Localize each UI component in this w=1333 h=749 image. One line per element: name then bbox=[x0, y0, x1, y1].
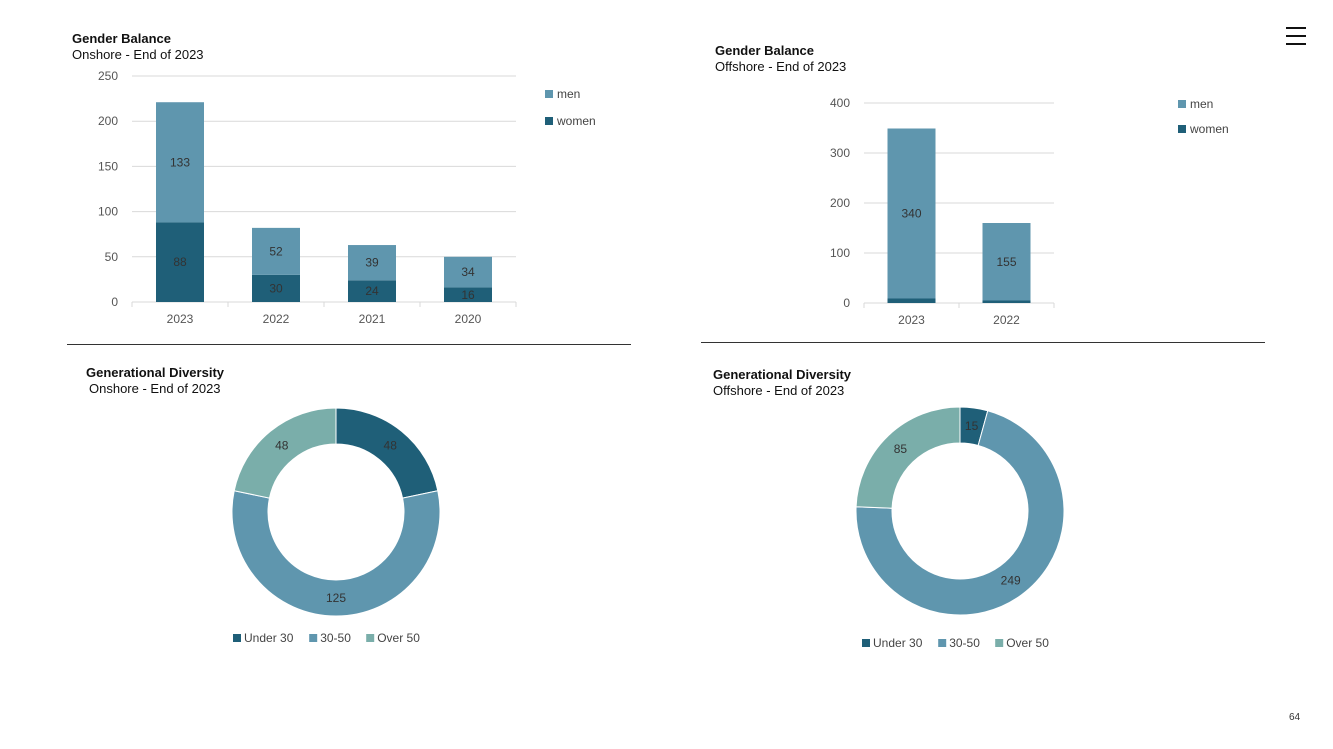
y-tick-label: 200 bbox=[830, 196, 850, 210]
offshore-generation-chart: 15 249 85 Under 30 30-50 Over 50 bbox=[855, 406, 1065, 650]
y-tick-label: 0 bbox=[111, 295, 118, 309]
x-tick-label: 2022 bbox=[263, 312, 290, 326]
x-tick-label: 2023 bbox=[167, 312, 194, 326]
donut-slice-under-30 bbox=[335, 407, 439, 499]
data-label-women: 88 bbox=[173, 255, 187, 269]
data-label-men: 155 bbox=[996, 255, 1016, 269]
data-label-men: 52 bbox=[269, 244, 283, 258]
legend-swatch bbox=[938, 639, 947, 647]
x-tick-label: 2021 bbox=[359, 312, 386, 326]
onshore-generation-chart: 48 125 48 Under 30 30-50 Over 50 bbox=[231, 407, 441, 645]
legend-swatch-men bbox=[545, 90, 553, 98]
onshore-gender-chart: 0 50 100 150 200 250 88 133 2023 30 52 2022 24 39 2021… bbox=[98, 69, 596, 326]
donut-slice-30-50 bbox=[855, 410, 1065, 616]
y-tick-label: 250 bbox=[98, 69, 118, 83]
y-tick-label: 0 bbox=[843, 296, 850, 310]
y-tick-label: 50 bbox=[105, 250, 119, 264]
divider-right bbox=[701, 342, 1265, 343]
legend-label: Over 50 bbox=[377, 631, 420, 645]
legend-label: Under 30 bbox=[244, 631, 294, 645]
onshore-generation-title: Generational Diversity bbox=[86, 365, 224, 380]
legend-label: 30-50 bbox=[949, 636, 980, 650]
legend-swatch bbox=[862, 639, 870, 647]
legend-swatch bbox=[366, 634, 375, 642]
y-tick-label: 300 bbox=[830, 146, 850, 160]
y-tick-label: 100 bbox=[98, 205, 118, 219]
x-tick-label: 2023 bbox=[898, 313, 925, 327]
bar-women bbox=[982, 300, 1031, 303]
legend-swatch-women bbox=[1178, 125, 1186, 133]
legend-label: 30-50 bbox=[320, 631, 351, 645]
bar-men bbox=[348, 245, 396, 281]
donut-slice-30-50 bbox=[231, 490, 441, 617]
bar-men bbox=[252, 227, 300, 275]
bar-women bbox=[348, 280, 396, 302]
offshore-generation-title: Generational Diversity bbox=[713, 367, 851, 382]
hamburger-menu-icon[interactable] bbox=[1286, 27, 1306, 45]
y-tick-label: 400 bbox=[830, 96, 850, 110]
offshore-generation-subtitle: Offshore - End of 2023 bbox=[713, 383, 845, 398]
bar-men bbox=[982, 223, 1031, 301]
slice-value-label: 48 bbox=[384, 438, 398, 452]
data-label-men: 39 bbox=[365, 256, 379, 270]
donut-slice-over-50 bbox=[855, 406, 961, 509]
legend-label: Over 50 bbox=[1006, 636, 1049, 650]
data-label-men: 340 bbox=[901, 207, 921, 221]
divider-left bbox=[67, 344, 631, 345]
offshore-gender-chart: 01002003004009340202351552022menwomen bbox=[830, 96, 1229, 327]
slice-value-label: 249 bbox=[1001, 573, 1021, 587]
legend-swatch bbox=[995, 639, 1004, 647]
slice-value-label: 85 bbox=[894, 442, 908, 456]
bar-women bbox=[156, 222, 204, 302]
y-tick-label: 200 bbox=[98, 114, 118, 128]
onshore-gender-title: Gender Balance bbox=[72, 31, 171, 46]
data-label-women: 30 bbox=[269, 281, 283, 295]
slice-value-label: 15 bbox=[965, 419, 979, 433]
x-tick-label: 2020 bbox=[455, 312, 482, 326]
data-label-men: 34 bbox=[461, 265, 475, 279]
y-tick-label: 150 bbox=[98, 159, 118, 173]
data-label-women: 16 bbox=[461, 288, 475, 302]
legend-swatch-men bbox=[1178, 100, 1186, 108]
data-label-men: 133 bbox=[170, 155, 190, 169]
slice-value-label: 125 bbox=[326, 591, 346, 605]
bar-men bbox=[444, 256, 492, 288]
y-tick-label: 100 bbox=[830, 246, 850, 260]
legend-swatch bbox=[233, 634, 241, 642]
bar-women bbox=[252, 274, 300, 302]
legend-label-women: women bbox=[556, 114, 596, 128]
legend-swatch bbox=[309, 634, 318, 642]
legend-label-men: men bbox=[1190, 97, 1213, 111]
legend-label-men: men bbox=[557, 87, 580, 101]
legend-swatch-women bbox=[545, 117, 553, 125]
onshore-gender-subtitle: Onshore - End of 2023 bbox=[72, 47, 204, 62]
bar-women bbox=[444, 287, 492, 302]
legend-label: Under 30 bbox=[873, 636, 923, 650]
offshore-gender-title: Gender Balance bbox=[715, 43, 814, 58]
onshore-generation-subtitle: Onshore - End of 2023 bbox=[89, 381, 221, 396]
x-tick-label: 2022 bbox=[993, 313, 1020, 327]
bar-men bbox=[156, 102, 204, 223]
data-label-women: 24 bbox=[365, 284, 379, 298]
offshore-gender-subtitle: Offshore - End of 2023 bbox=[715, 59, 847, 74]
bar-men bbox=[887, 128, 936, 299]
page-number: 64 bbox=[1289, 712, 1301, 723]
donut-slice-over-50 bbox=[233, 407, 337, 499]
legend-label-women: women bbox=[1189, 122, 1229, 136]
bar-women bbox=[887, 298, 936, 303]
slice-value-label: 48 bbox=[275, 438, 289, 452]
